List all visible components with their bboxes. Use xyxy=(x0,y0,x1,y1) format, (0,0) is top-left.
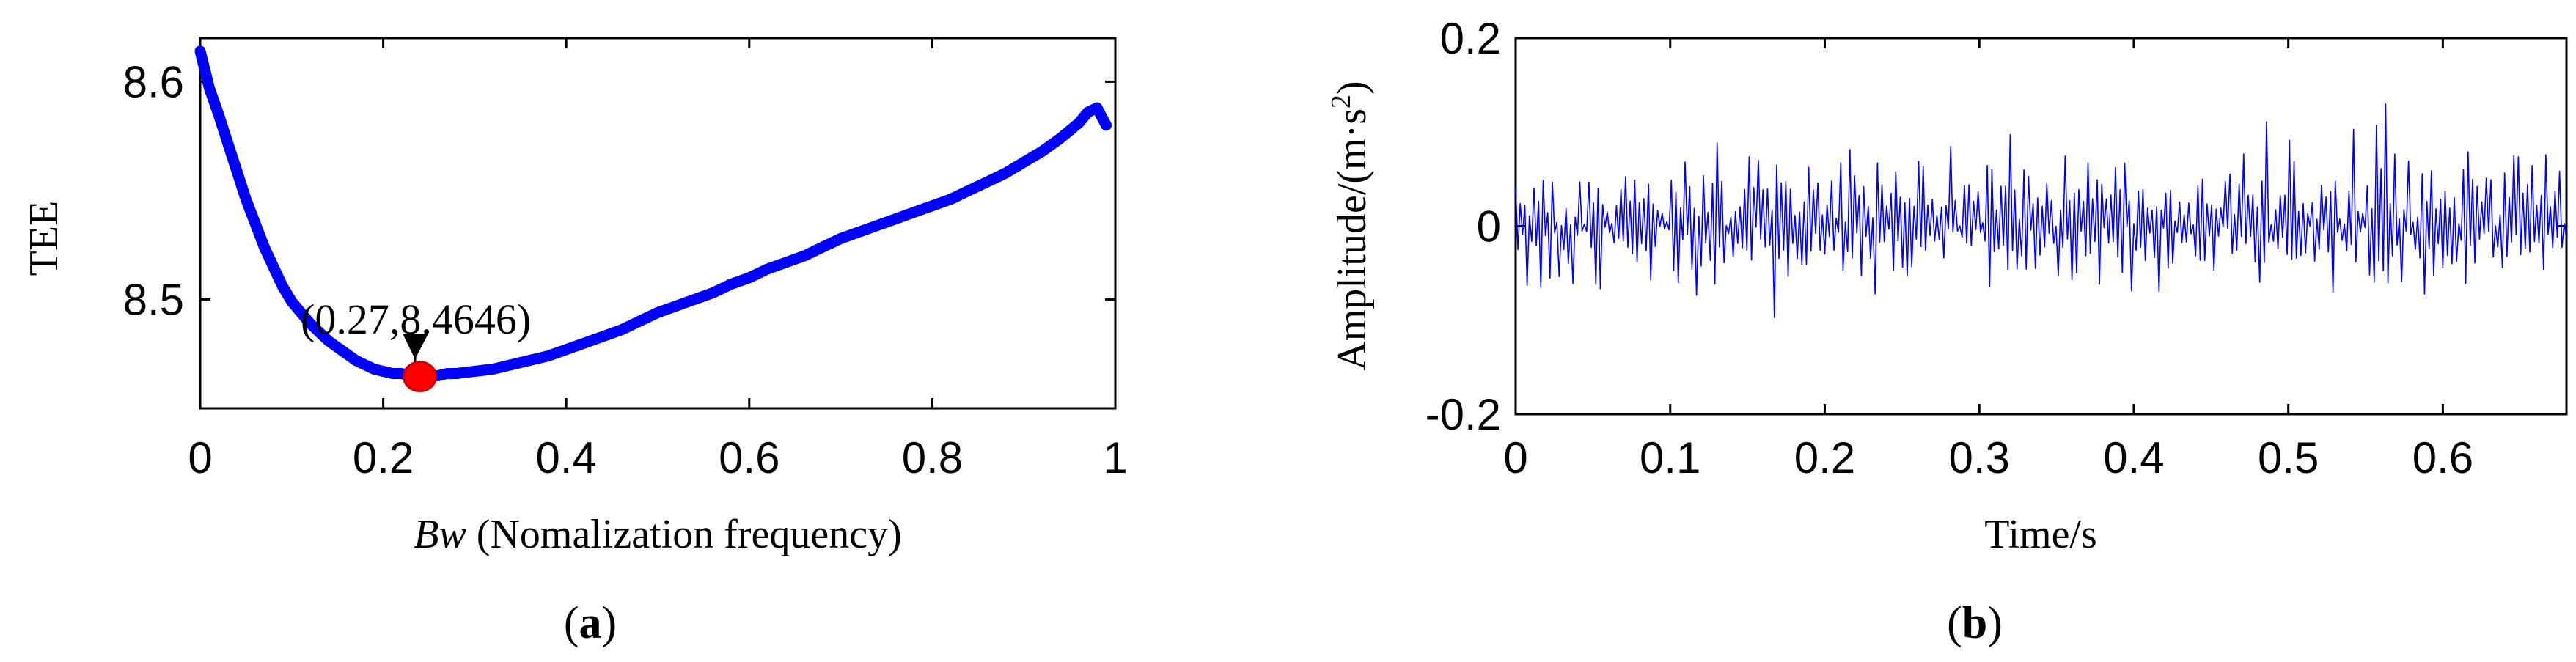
panel-b-x-tick-label: 0.3 xyxy=(1948,433,2009,482)
panel-a-x-axis-label-text: (Nomalization frequency) xyxy=(466,512,902,557)
panel-a-x-tick-label: 1 xyxy=(1103,433,1127,482)
panel-b-axis-ticks xyxy=(1514,37,2566,416)
panel-b-vibration-signal xyxy=(1515,103,2567,318)
panel-b-label: (b) xyxy=(1947,598,2003,648)
panel-b-x-tick-label: 0.1 xyxy=(1640,433,1700,482)
panel-a-tick-labels: 0 0.2 0.4 0.6 0.8 1 8.5 8.6 xyxy=(123,57,1128,482)
panel-b-y-axis-label-base: Amplitude/(m·s xyxy=(1329,109,1375,371)
panel-a-x-tick-label: 0 xyxy=(188,433,212,482)
panel-a-annotation: (0.27,8.4646) xyxy=(301,295,531,343)
panel-a-label-letter: a xyxy=(579,598,602,648)
panel-a-x-tick-label: 0.2 xyxy=(353,433,414,482)
panel-a-y-tick-label: 8.5 xyxy=(123,275,184,324)
panel-a-y-tick-label: 8.6 xyxy=(123,57,184,106)
panel-b-x-tick-label: 0.6 xyxy=(2412,433,2473,482)
panel-a-plot-frame xyxy=(199,37,1117,410)
panel-b-y-tick-label: 0 xyxy=(1477,202,1501,251)
panel-a-x-tick-label: 0.4 xyxy=(535,433,596,482)
panel-a-x-axis-label: Bw (Nomalization frequency) xyxy=(414,512,902,557)
panel-b-y-axis-label-close: ) xyxy=(1329,81,1375,95)
panel-a-label: (a) xyxy=(564,598,617,648)
panel-a-chart: 0 0.2 0.4 0.6 0.8 1 8.5 8.6 (0.27,8.4646) TEE B… xyxy=(21,37,1128,648)
panel-b-chart: 0 0.1 0.2 0.3 0.4 0.5 0.6-0.200.2 Amplitude/(m… xyxy=(1326,14,2568,648)
panel-b-y-axis-label-sup: 2 xyxy=(1326,95,1357,109)
panel-b-x-tick-label: 0.4 xyxy=(2103,433,2164,482)
panel-b-label-letter: b xyxy=(1962,598,1987,648)
panel-b-x-tick-label: 0 xyxy=(1503,433,1527,482)
panel-a-x-tick-label: 0.8 xyxy=(902,433,963,482)
panel-a-y-axis-label: TEE xyxy=(21,201,67,276)
panel-a-annotation-arrowhead xyxy=(403,334,428,359)
panel-b-y-tick-label: -0.2 xyxy=(1425,390,1501,439)
panel-a-axis-ticks xyxy=(199,38,1117,408)
panel-a-x-axis-label-symbol: Bw xyxy=(414,512,466,557)
panel-b-tick-labels: 0 0.1 0.2 0.3 0.4 0.5 0.6-0.200.2 xyxy=(1425,14,2474,482)
panel-b-x-axis-label: Time/s xyxy=(1984,512,2097,557)
panel-a-x-tick-label: 0.6 xyxy=(719,433,779,482)
panel-b-y-axis-label: Amplitude/(m·s2) xyxy=(1326,81,1375,370)
panel-b-x-tick-label: 0.5 xyxy=(2258,433,2319,482)
panel-a-minimum-marker xyxy=(403,361,438,393)
panel-a-tee-curve xyxy=(194,45,1112,383)
panel-b-x-tick-label: 0.2 xyxy=(1794,433,1855,482)
panel-b-y-tick-label: 0.2 xyxy=(1440,14,1501,63)
